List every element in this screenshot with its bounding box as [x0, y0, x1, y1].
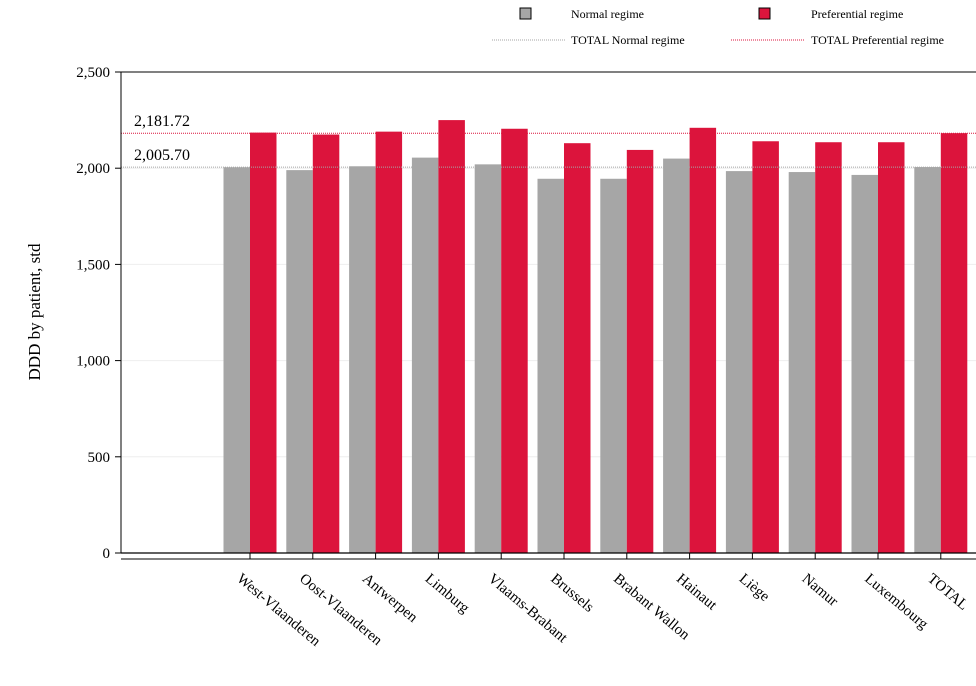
- y-tick-label: 1,500: [76, 257, 110, 273]
- bar-normal: [223, 167, 250, 554]
- x-tick-label: Liège: [736, 571, 773, 605]
- bar-preferential: [815, 142, 842, 554]
- bar-preferential: [689, 127, 717, 554]
- bar-normal: [600, 178, 627, 553]
- y-tick-label: 2,000: [76, 161, 110, 177]
- legend-swatch-preferential: [758, 7, 771, 20]
- legend-label-total-preferential: TOTAL Preferential regime: [811, 33, 944, 47]
- bar-preferential: [438, 120, 465, 553]
- legend-label-total-normal: TOTAL Normal regime: [571, 33, 685, 47]
- x-tick-label: Namur: [799, 571, 841, 610]
- y-tick-label: 2,500: [76, 65, 110, 81]
- x-tick-label: Limburg: [422, 571, 473, 617]
- bar-normal: [851, 174, 878, 553]
- bar-normal: [725, 171, 753, 553]
- reference-line-label: 2,005.70: [134, 147, 190, 164]
- reference-lines: 2,005.70 2,181.72: [121, 113, 976, 168]
- bar-normal: [788, 172, 816, 554]
- x-tick-label: Antwerpen: [359, 571, 421, 626]
- bar-preferential: [626, 149, 654, 554]
- bar-normal: [349, 166, 376, 553]
- bar-normal: [537, 178, 564, 553]
- bar-normal: [411, 157, 439, 553]
- reference-line-label: 2,181.72: [134, 113, 190, 130]
- bar-normal: [474, 164, 502, 553]
- x-tick-label: Hainaut: [673, 571, 720, 614]
- bar-preferential: [375, 131, 403, 553]
- y-axis-title: DDD by patient, std: [25, 243, 44, 380]
- x-tick-label: Brussels: [547, 571, 596, 616]
- x-tick-label: Luxembourg: [861, 571, 931, 633]
- bar-preferential: [250, 132, 277, 554]
- bar-preferential: [312, 134, 340, 553]
- bars: [223, 120, 968, 554]
- bar-normal: [663, 158, 690, 553]
- bar-preferential: [501, 128, 528, 553]
- bar-normal: [286, 170, 313, 553]
- bar-preferential: [564, 143, 591, 553]
- bar-preferential: [878, 142, 905, 554]
- legend-label-normal: Normal regime: [571, 7, 644, 21]
- legend: Normal regime Preferential regime TOTAL …: [492, 7, 944, 47]
- y-tick-label: 1,000: [76, 354, 110, 370]
- y-ticks: 0 500 1,000 1,500 2,000 2,500: [76, 65, 121, 562]
- legend-label-preferential: Preferential regime: [811, 7, 903, 21]
- y-tick-label: 500: [88, 450, 111, 466]
- bar-normal: [914, 167, 941, 554]
- axes: [120, 71, 976, 560]
- legend-swatch-normal: [519, 7, 532, 20]
- x-tick-label: TOTAL: [924, 571, 971, 614]
- bar-preferential: [940, 133, 968, 553]
- bar-preferential: [752, 141, 779, 553]
- y-tick-label: 0: [103, 546, 111, 562]
